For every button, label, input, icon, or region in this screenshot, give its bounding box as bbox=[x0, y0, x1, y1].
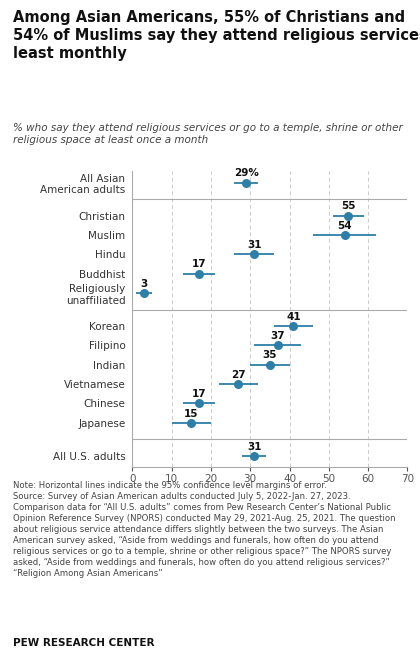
Text: 55: 55 bbox=[341, 202, 356, 211]
Text: 31: 31 bbox=[247, 240, 261, 250]
Text: 54: 54 bbox=[337, 221, 352, 231]
Text: 17: 17 bbox=[192, 389, 206, 399]
Text: PEW RESEARCH CENTER: PEW RESEARCH CENTER bbox=[13, 638, 154, 648]
Text: Among Asian Americans, 55% of Christians and
54% of Muslims say they attend reli: Among Asian Americans, 55% of Christians… bbox=[13, 10, 420, 61]
Text: Note: Horizontal lines indicate the 95% confidence level margins of error.
Sourc: Note: Horizontal lines indicate the 95% … bbox=[13, 481, 395, 579]
Text: 37: 37 bbox=[270, 331, 285, 341]
Text: 17: 17 bbox=[192, 259, 206, 269]
Text: 35: 35 bbox=[262, 351, 277, 361]
Text: 15: 15 bbox=[184, 408, 199, 418]
Text: 41: 41 bbox=[286, 312, 301, 322]
Text: 27: 27 bbox=[231, 370, 246, 380]
Text: 31: 31 bbox=[247, 442, 261, 452]
Text: % who say they attend religious services or go to a temple, shrine or other
reli: % who say they attend religious services… bbox=[13, 123, 402, 145]
Text: 3: 3 bbox=[140, 279, 148, 289]
Text: 29%: 29% bbox=[234, 168, 259, 178]
